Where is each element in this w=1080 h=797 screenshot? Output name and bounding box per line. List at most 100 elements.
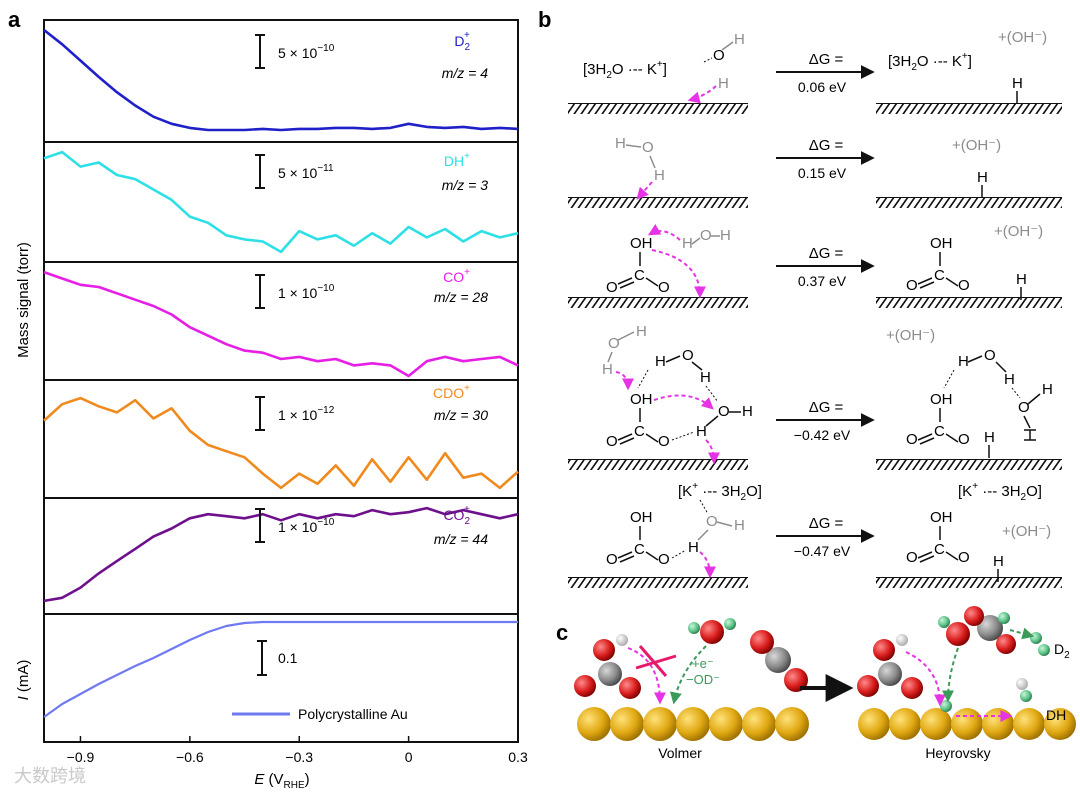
gold-atom [1044,708,1076,740]
svg-text:OH: OH [930,509,953,526]
gold-atom [858,708,890,740]
svg-text:+e⁻: +e⁻ [692,656,714,671]
species-label-0: D2+ [454,30,470,53]
series-line-2 [43,270,519,378]
dg-label-4: ΔG = [809,515,844,532]
step2-left: H O H [615,135,665,200]
dg-label-1: ΔG = [809,137,844,154]
svg-text:H: H [682,235,693,252]
svg-text:[K+ ·-- 3H2O]: [K+ ·-- 3H2O] [958,481,1042,503]
svg-text:−OD⁻: −OD⁻ [686,672,720,687]
svg-text:H: H [734,517,745,534]
step5-right: OH C O O +(OH⁻) H [906,509,1051,582]
svg-text:H: H [977,169,988,186]
svg-text:O: O [682,347,694,364]
svg-text:H: H [734,31,745,48]
step4-right: +(OH⁻) H O H H O OH C O O H [886,327,1053,458]
reaction-arrows: ΔG = 0.06 eV ΔG = 0.15 eV ΔG = 0.37 eV ΔG = −0.… [776,51,875,559]
y-axis-label: Mass signal (torr) [15,242,32,358]
scale-value-4: 1 × 10−10 [278,517,335,535]
gold-surface-left [577,707,809,741]
x-tick-label-4: 0.3 [508,749,528,765]
gold-surface-right [858,708,1076,740]
gold-atom [982,708,1014,740]
svg-text:+(OH⁻): +(OH⁻) [886,327,935,344]
step4-left: O H H H O H OH C O O H O H [602,323,753,465]
svg-text:H: H [636,323,647,340]
svg-text:OH: OH [930,235,953,252]
gold-atom [709,707,743,741]
svg-text:I (mA): I (mA) [15,660,32,701]
species-label-1: DH+ [444,151,470,169]
svg-text:H: H [984,429,995,446]
svg-text:+(OH⁻): +(OH⁻) [1002,523,1051,540]
svg-text:O: O [642,139,654,156]
gold-atom [889,708,921,740]
svg-text:+(OH⁻): +(OH⁻) [994,223,1043,240]
step4-cations: [K+ ·-- 3H2O] [K+ ·-- 3H2O] [678,481,1042,503]
svg-text:H: H [655,353,666,370]
svg-text:OH: OH [930,391,953,408]
step5-left: O H H OH C O O [606,499,745,579]
svg-text:O: O [958,277,970,294]
gold-atom [610,707,644,741]
legend-text: Polycrystalline Au [298,706,408,722]
species-label-2: CO+ [443,267,470,285]
svg-text:H: H [1042,381,1053,398]
svg-text:O: O [718,403,730,420]
svg-text:H: H [1016,271,1027,288]
svg-text:OH: OH [630,391,653,408]
dg-label-0: ΔG = [809,51,844,68]
step1-right: [3H2O ·-- K+] +(OH⁻) H [888,29,1047,104]
scale-value-1: 5 × 10−11 [278,163,334,181]
svg-text:O: O [906,431,918,448]
dg-value-3: −0.42 eV [794,427,851,443]
svg-text:H: H [742,403,753,420]
svg-text:O: O [984,347,996,364]
series-line-4 [43,506,519,603]
svg-text:H: H [615,135,626,152]
scale-value-0: 5 × 10−10 [278,43,335,61]
scale-value-3: 1 × 10−12 [278,405,335,423]
svg-text:+(OH⁻): +(OH⁻) [952,137,1001,154]
svg-text:C: C [934,267,945,284]
svg-text:O: O [958,431,970,448]
svg-text:H: H [688,539,699,556]
x-axis-ticks: −0.9 −0.6 −0.3 0 0.3 [67,736,528,765]
svg-text:O: O [906,549,918,566]
step1-left: [3H2O ·-- K+] O H H [583,31,745,104]
svg-text:D2: D2 [1054,641,1070,661]
dg-value-0: 0.06 eV [798,79,847,95]
svg-text:H: H [1004,371,1015,388]
svg-text:O: O [658,279,670,296]
svg-text:O: O [1018,399,1030,416]
svg-text:O: O [713,47,725,64]
panel-b-label: b [538,7,551,32]
series-line-1 [43,150,519,254]
svg-text:C: C [634,423,645,440]
svg-text:O: O [906,277,918,294]
gold-atom [920,708,952,740]
dg-value-1: 0.15 eV [798,165,847,181]
svg-text:OH: OH [630,509,653,526]
dg-label-3: ΔG = [809,399,844,416]
svg-text:H: H [958,353,969,370]
scale-value-2: 1 × 10−10 [278,283,335,301]
heyrovsky-label: Heyrovsky [925,745,990,761]
mz-label-1: m/z = 3 [442,177,489,193]
svg-text:C: C [634,541,645,558]
svg-text:H: H [696,423,707,440]
mz-label-2: m/z = 28 [434,289,488,305]
svg-text:O: O [706,513,718,530]
gold-atom [676,707,710,741]
step2-right: +(OH⁻) H [952,137,1001,198]
panel-a-label: a [8,7,21,32]
step3-left: OH C O O H O H [606,224,731,299]
mz-label-3: m/z = 30 [434,407,488,423]
gold-atom [577,707,611,741]
svg-text:[3H2O ·-- K+]: [3H2O ·-- K+] [888,51,972,73]
svg-text:+(OH⁻): +(OH⁻) [998,29,1047,46]
svg-text:H: H [720,227,731,244]
gold-atom [643,707,677,741]
series-line-3 [43,396,519,490]
